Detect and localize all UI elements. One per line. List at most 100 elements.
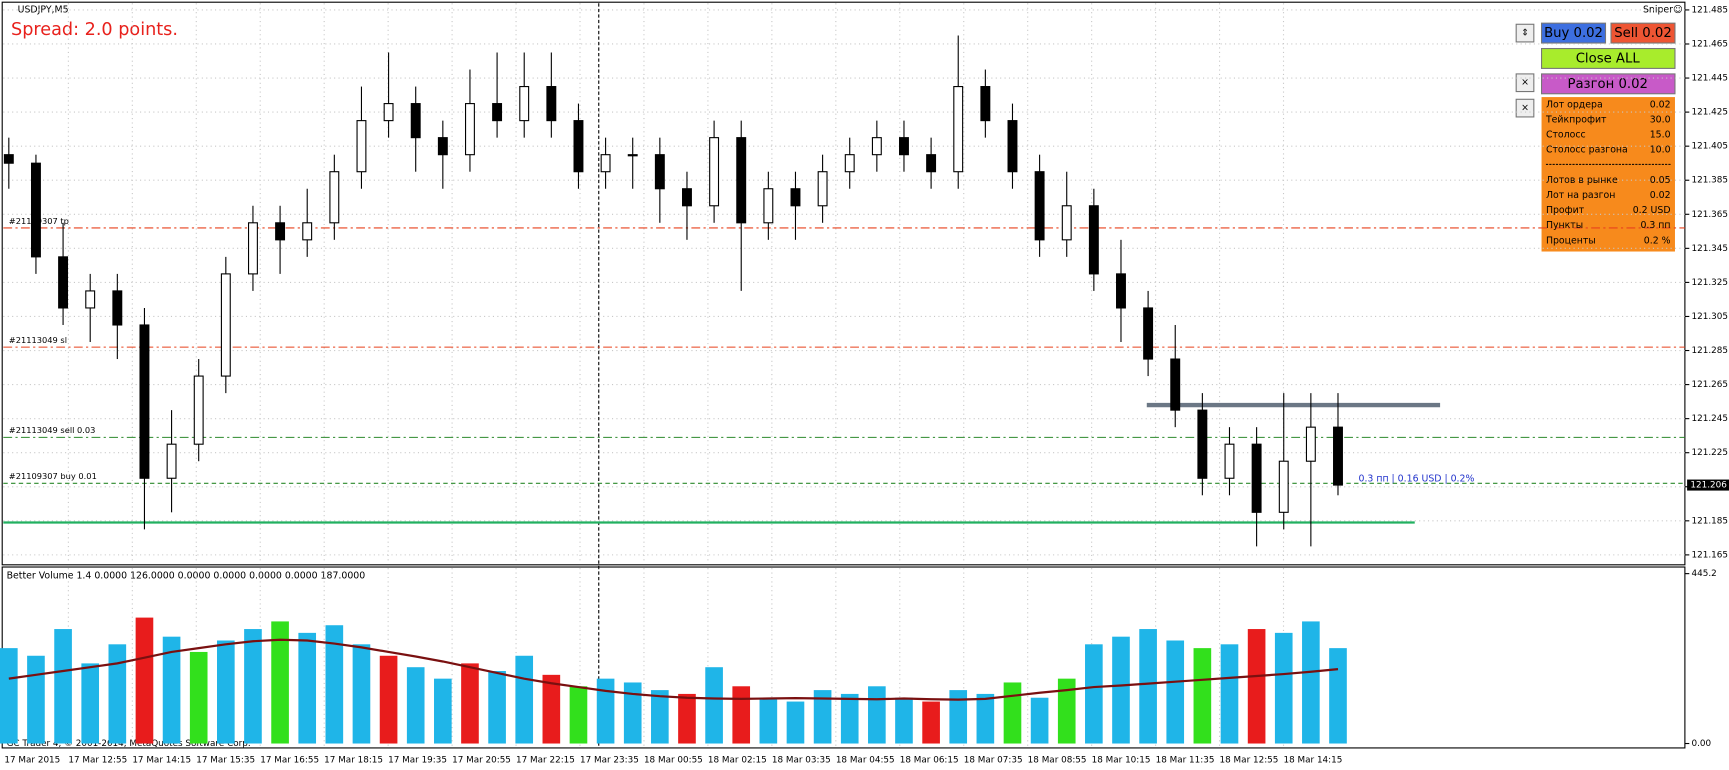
volume-bar: [1112, 636, 1130, 744]
volume-bar: [1302, 621, 1320, 744]
candle-body: [1034, 171, 1045, 241]
volume-bar: [406, 667, 425, 744]
candle-body: [790, 188, 801, 207]
volume-bar: [461, 663, 479, 744]
price-label: 121.485: [1692, 5, 1728, 15]
toggle-icon: ⇕: [1521, 28, 1529, 39]
candle-body: [573, 120, 584, 173]
toggle-button[interactable]: [1515, 23, 1535, 43]
volume-bar: [217, 640, 235, 744]
candle-body: [247, 222, 258, 275]
candle-body: [58, 256, 69, 309]
candle-body: [410, 103, 421, 139]
price-label: 121.365: [1692, 210, 1728, 220]
close-all-button[interactable]: [1540, 47, 1676, 69]
time-label: 18 Mar 02:15: [708, 756, 767, 766]
candle-body: [844, 154, 855, 173]
info-value: 0.05: [1650, 175, 1671, 186]
info-value: 30.0: [1650, 114, 1671, 125]
volume-bar: [678, 693, 696, 744]
volume-bar: [135, 617, 154, 744]
order-label: #21113049 sl: [9, 335, 67, 345]
volume-bar: [81, 663, 100, 744]
candle-body: [464, 103, 475, 156]
candle-body: [383, 103, 394, 122]
price-label: 121.385: [1692, 176, 1728, 186]
info-value: 0.02: [1650, 190, 1671, 201]
order-label: #21113049 sell 0.03: [9, 425, 96, 435]
volume-bar: [1085, 644, 1103, 744]
volume-bar: [813, 690, 832, 744]
boost-label: Разгон 0.02: [1568, 77, 1648, 92]
volume-bar: [868, 686, 886, 744]
info-panel: [1541, 97, 1675, 252]
candle-body: [302, 222, 313, 241]
price-label: 121.405: [1692, 142, 1728, 152]
volume-tick-label: 0.00: [1692, 739, 1712, 749]
candle-body: [817, 171, 828, 207]
candle-body: [1170, 358, 1181, 411]
volume-bar: [0, 648, 18, 744]
sell-button[interactable]: [1610, 22, 1676, 44]
volume-bar: [1166, 640, 1185, 744]
volume-bar: [786, 701, 805, 744]
candle-body: [437, 137, 448, 156]
candle-body: [139, 324, 150, 479]
info-label: Пункты: [1546, 220, 1583, 231]
volume-bar: [895, 697, 913, 744]
price-label: 121.445: [1692, 74, 1728, 84]
volume-bar: [1193, 648, 1212, 744]
price-marker: [1687, 479, 1729, 491]
buy-label: Buy 0.02: [1544, 26, 1603, 41]
volume-bar: [759, 697, 778, 744]
expert-name: Sniper☺: [1643, 4, 1683, 15]
volume-bar: [515, 655, 534, 744]
candle-body: [85, 290, 96, 309]
volume-bar: [705, 667, 723, 744]
time-label: 18 Mar 08:55: [1028, 756, 1087, 766]
price-label: 121.265: [1692, 380, 1728, 390]
candle-body: [1278, 460, 1289, 513]
time-label: 18 Mar 12:55: [1220, 756, 1279, 766]
volume-bar: [1057, 678, 1076, 744]
info-label: Столосс: [1546, 130, 1586, 141]
volume-bar: [1247, 629, 1266, 744]
candle-body: [926, 154, 937, 173]
candle-body: [1305, 426, 1316, 462]
volume-bar: [488, 671, 506, 744]
price-label: 121.245: [1692, 414, 1728, 424]
info-value: 10.0: [1650, 145, 1671, 156]
volume-bar: [922, 701, 940, 744]
time-label: 17 Mar 14:15: [132, 756, 191, 766]
candle-body: [899, 137, 909, 156]
volume-bar: [352, 644, 371, 744]
candle-body: [112, 290, 123, 326]
info-value: 0.3 пп: [1640, 220, 1670, 231]
candle-body: [736, 137, 747, 224]
candle-body: [1197, 409, 1208, 479]
volume-bar: [162, 636, 181, 744]
volume-bar: [569, 686, 588, 744]
close-all-label: Close ALL: [1576, 51, 1641, 66]
volume-bar: [1274, 632, 1293, 744]
info-value: 0.2 %: [1644, 235, 1671, 246]
info-value: 0.02: [1650, 99, 1671, 110]
volume-bar: [1030, 697, 1049, 744]
volume-bar: [1329, 648, 1347, 744]
volume-bar: [379, 655, 398, 744]
boost-button[interactable]: [1540, 73, 1676, 95]
candle-body: [275, 222, 286, 241]
main-panel: [1, 1, 1686, 566]
buy-button[interactable]: [1540, 22, 1607, 44]
candle-body: [30, 162, 41, 258]
price-label: 121.305: [1692, 312, 1728, 322]
time-label: 17 Mar 2015: [4, 756, 60, 766]
volume-bar: [1003, 682, 1022, 744]
volume-bar: [732, 686, 751, 744]
info-value: 15.0: [1650, 130, 1671, 141]
candle-body: [519, 86, 530, 122]
candle-body: [953, 86, 964, 173]
profit-note: 0.3 пп | 0.16 USD | 0.2%: [1359, 473, 1475, 484]
time-label: 18 Mar 11:35: [1156, 756, 1215, 766]
